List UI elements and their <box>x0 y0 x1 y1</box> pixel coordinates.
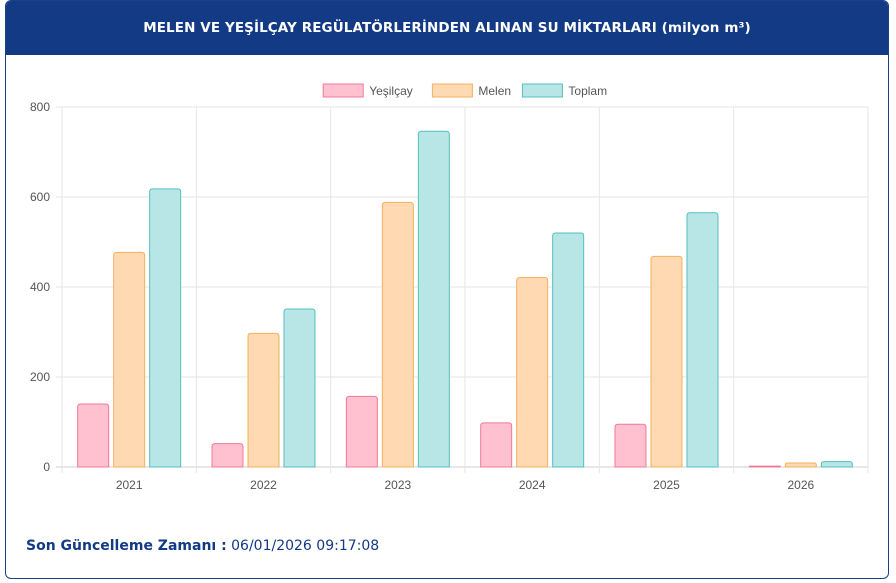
bar-yeşilçay[interactable] <box>480 422 513 468</box>
x-tick-label: 2025 <box>653 478 680 492</box>
x-tick-label: 2024 <box>519 478 546 492</box>
bar-yeşilçay[interactable] <box>77 403 110 468</box>
legend-label-toplam[interactable]: Toplam <box>568 84 607 98</box>
bar-yeşilçay[interactable] <box>211 443 244 468</box>
y-tick-label: 600 <box>30 190 50 204</box>
legend-swatch-toplam[interactable] <box>521 83 563 98</box>
bar-melen[interactable] <box>650 255 683 468</box>
x-tick-label: 2021 <box>116 478 143 492</box>
bar-toplam[interactable] <box>417 130 450 468</box>
bar-toplam[interactable] <box>552 232 585 468</box>
bar-chart: 0 200 400 600 800 2021 2022 2023 2024 2025 2026 Yeş… <box>30 83 869 492</box>
y-tick-label: 200 <box>30 370 50 384</box>
panel-title: MELEN VE YEŞİLÇAY REGÜLATÖRLERİNDEN ALIN… <box>6 1 888 55</box>
legend-label-yeşilçay[interactable]: Yeşilçay <box>369 84 413 98</box>
bar-melen[interactable] <box>784 462 817 468</box>
legend-label-melen[interactable]: Melen <box>478 84 511 98</box>
bar-toplam[interactable] <box>149 188 182 468</box>
x-tick-label: 2022 <box>250 478 277 492</box>
x-tick-label: 2026 <box>787 478 814 492</box>
bar-melen[interactable] <box>247 332 280 468</box>
bar-toplam[interactable] <box>686 212 719 468</box>
bar-toplam[interactable] <box>283 308 316 468</box>
bar-melen[interactable] <box>516 277 549 468</box>
last-update-value: 06/01/2026 09:17:08 <box>231 538 380 554</box>
bar-melen[interactable] <box>113 251 146 468</box>
last-update: Son Güncelleme Zamanı : 06/01/2026 09:17… <box>26 538 379 554</box>
bar-yeşilçay[interactable] <box>748 465 781 468</box>
bar-yeşilçay[interactable] <box>345 395 378 468</box>
y-tick-label: 0 <box>43 460 50 474</box>
bar-yeşilçay[interactable] <box>614 423 647 468</box>
bar-melen[interactable] <box>381 201 414 468</box>
y-tick-label: 800 <box>30 100 50 114</box>
legend-swatch-yeşilçay[interactable] <box>322 83 364 98</box>
y-tick-label: 400 <box>30 280 50 294</box>
last-update-label: Son Güncelleme Zamanı : <box>26 538 227 554</box>
legend-swatch-melen[interactable] <box>431 83 473 98</box>
bar-toplam[interactable] <box>820 461 853 468</box>
x-tick-label: 2023 <box>384 478 411 492</box>
